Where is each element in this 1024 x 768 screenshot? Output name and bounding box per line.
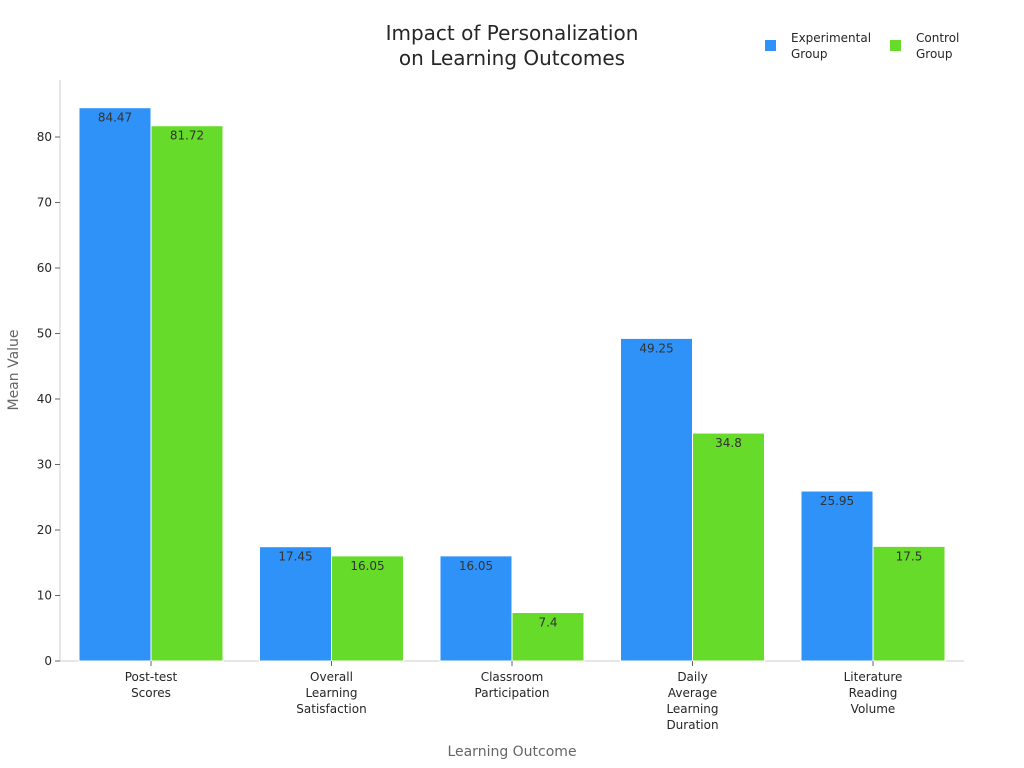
bar bbox=[331, 555, 404, 662]
bar bbox=[259, 546, 332, 662]
bar-value-label: 25.95 bbox=[820, 494, 854, 508]
legend-label: Control Group bbox=[916, 31, 959, 61]
y-tick-label: 30 bbox=[37, 457, 52, 471]
y-axis-ticks: 0 10 20 30 40 50 60 70 80 bbox=[37, 130, 60, 668]
x-tick-label: Post-test Scores bbox=[125, 670, 178, 700]
bar-value-label: 49.25 bbox=[639, 341, 673, 355]
legend-item: Experimental Group bbox=[765, 31, 871, 61]
y-axis-label: Mean Value bbox=[6, 329, 22, 410]
y-tick-label: 0 bbox=[44, 654, 52, 668]
y-tick-label: 10 bbox=[37, 588, 52, 602]
bar-value-label: 84.47 bbox=[98, 111, 132, 125]
bar bbox=[800, 490, 874, 662]
bar-value-label: 16.05 bbox=[350, 559, 384, 573]
bar bbox=[78, 107, 152, 662]
legend-item: Control Group bbox=[890, 31, 959, 61]
plot-area: 0 10 20 30 40 50 60 70 80 84.47 17.45 16.05 49.25 25… bbox=[37, 80, 964, 732]
x-tick-label: Classroom Participation bbox=[475, 670, 550, 700]
y-tick-label: 80 bbox=[37, 130, 52, 144]
legend: Experimental Group Control Group bbox=[765, 31, 959, 61]
legend-swatch bbox=[890, 40, 901, 51]
x-tick-label: Overall Learning Satisfaction bbox=[296, 670, 366, 716]
legend-label: Experimental Group bbox=[791, 31, 871, 61]
bar-value-label: 17.45 bbox=[278, 550, 312, 564]
data-labels: 84.47 17.45 16.05 49.25 25.95 81.72 16.05 7.4 34… bbox=[98, 111, 923, 630]
y-tick-label: 40 bbox=[37, 392, 52, 406]
y-tick-label: 70 bbox=[37, 195, 52, 209]
x-axis-label: Learning Outcome bbox=[447, 744, 576, 760]
bar-value-label: 16.05 bbox=[459, 559, 493, 573]
y-tick-label: 20 bbox=[37, 523, 52, 537]
bars bbox=[78, 107, 946, 662]
y-tick-label: 50 bbox=[37, 326, 52, 340]
bar-value-label: 17.5 bbox=[896, 549, 923, 563]
bar-value-label: 7.4 bbox=[538, 616, 557, 630]
y-tick-label: 60 bbox=[37, 261, 52, 275]
x-tick-label: Daily Average Learning Duration bbox=[666, 670, 718, 732]
bar bbox=[620, 337, 693, 662]
x-tick-label: Literature Reading Volume bbox=[844, 670, 903, 716]
bar bbox=[439, 555, 513, 662]
bar bbox=[692, 432, 765, 662]
legend-swatch bbox=[765, 40, 776, 51]
bar-value-label: 34.8 bbox=[715, 436, 742, 450]
bar-value-label: 81.72 bbox=[170, 129, 204, 143]
bar bbox=[872, 545, 946, 662]
bar bbox=[150, 125, 224, 662]
bar bbox=[511, 612, 585, 662]
chart-title: Impact of Personalization on Learning Out… bbox=[386, 21, 639, 70]
x-axis-ticks: Post-test Scores Overall Learning Satisfacti… bbox=[125, 661, 903, 732]
